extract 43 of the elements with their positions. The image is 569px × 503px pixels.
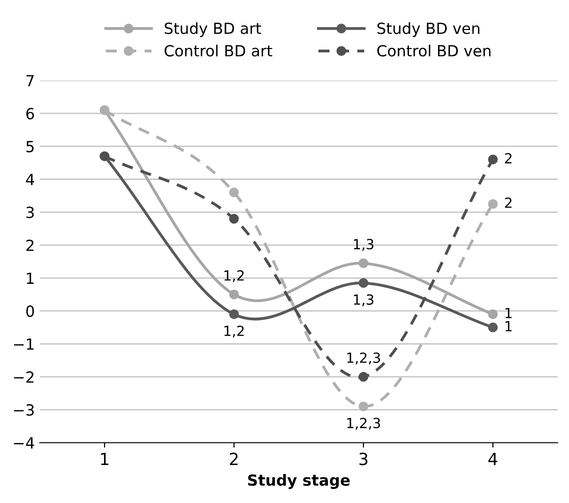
annotation: 2 [505, 153, 512, 164]
point [488, 322, 498, 332]
annotation: 1 [506, 308, 512, 318]
point [488, 309, 498, 320]
x-tick-label: 2 [230, 452, 238, 466]
x-tick-label: 3 [359, 452, 368, 466]
y-tick-label: 5 [26, 140, 34, 152]
y-tick-label: −3 [14, 404, 34, 416]
legend-label: Study BD art [164, 22, 262, 38]
point [358, 278, 368, 288]
legend-label: Control BD ven [377, 44, 490, 57]
legend-label: Study BD ven [377, 22, 480, 38]
annotation: 1,2,3 [347, 352, 380, 364]
annotation: 2 [505, 197, 512, 208]
point [229, 290, 239, 300]
x-axis-title: Study stage [248, 474, 350, 489]
point [358, 258, 368, 268]
point [358, 402, 368, 412]
annotation: 1 [506, 321, 512, 332]
y-tick-label: 4 [26, 174, 34, 186]
annotation: 1,2 [224, 270, 244, 282]
annotation: 1,2 [224, 326, 244, 338]
y-tick-label: 3 [26, 206, 34, 218]
point [488, 199, 498, 209]
y-tick-label: −4 [14, 437, 34, 448]
annotation: 1,3 [354, 238, 374, 251]
x-tick-label: 4 [488, 452, 498, 466]
legend-label: Control BD art [164, 44, 272, 57]
point [229, 188, 239, 198]
point [229, 214, 239, 224]
point [358, 372, 368, 382]
annotation: 1,2,3 [347, 418, 380, 430]
y-tick-label: 7 [26, 75, 34, 86]
x-tick-label: 1 [101, 452, 108, 466]
y-tick-label: 2 [26, 240, 34, 251]
y-tick-label: −1 [14, 338, 34, 350]
y-tick-label: 0 [26, 305, 34, 317]
point [229, 309, 239, 320]
y-tick-label: −2 [14, 371, 34, 383]
point [488, 154, 498, 164]
y-tick-label: 1 [26, 272, 34, 284]
y-tick-label: 6 [26, 108, 34, 120]
annotation: 1,3 [354, 294, 374, 306]
